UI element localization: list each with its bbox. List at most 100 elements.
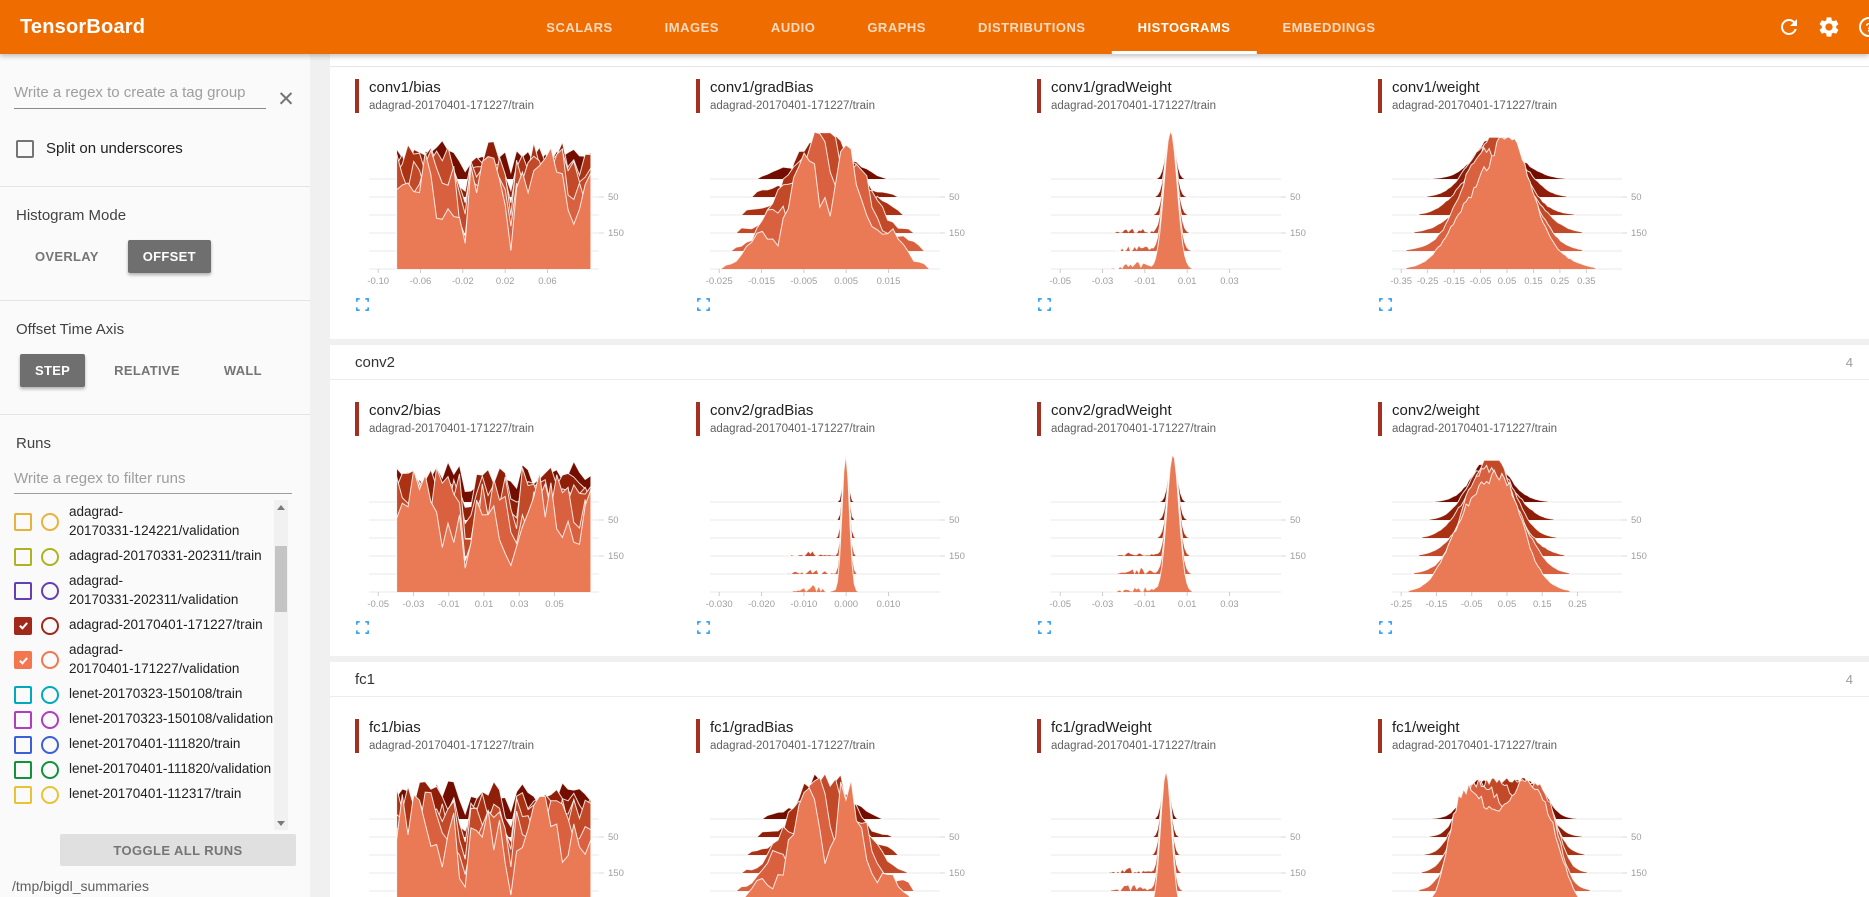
ridgeline-histogram-chart[interactable]: 50 150 -0.35 -0.25 -0.15 -0.05 0.05 0.15 0.25 0.3… bbox=[1378, 119, 1678, 295]
run-checkbox[interactable] bbox=[14, 710, 32, 729]
close-icon[interactable]: ✕ bbox=[277, 88, 295, 111]
expand-button[interactable] bbox=[696, 297, 712, 313]
run-color-radio[interactable] bbox=[41, 685, 59, 704]
expand-button[interactable] bbox=[1037, 620, 1053, 636]
run-color-radio[interactable] bbox=[41, 582, 59, 600]
split-underscores-row[interactable]: Split on underscores bbox=[16, 139, 310, 158]
tab-embeddings[interactable]: EMBEDDINGS bbox=[1282, 19, 1376, 35]
tag-group-section-fc1: fc1 4 fc1/bias adagrad-20170401-171227/trai… bbox=[330, 662, 1869, 897]
run-color-bar bbox=[696, 79, 700, 113]
tag-group-section-conv2: conv2 4 conv2/bias adagrad-20170401-171227/… bbox=[330, 345, 1869, 656]
section-header-fc1[interactable]: fc1 4 bbox=[330, 662, 1869, 697]
expand-button[interactable] bbox=[355, 620, 371, 636]
ridgeline-histogram-chart[interactable]: 50 150 bbox=[1378, 759, 1678, 897]
run-label: adagrad- 20170331-202311/validation bbox=[69, 573, 239, 607]
section-title: fc1 bbox=[355, 670, 376, 688]
ridgeline-histogram-chart[interactable]: 50 150 -0.025 -0.015 -0.005 0.005 0.015 bbox=[696, 119, 996, 295]
histogram-mode-options: OVERLAY OFFSET bbox=[20, 239, 310, 273]
run-checkbox[interactable] bbox=[14, 616, 32, 635]
run-label: adagrad-20170331-202311/train bbox=[69, 548, 262, 564]
section-header-conv2[interactable]: conv2 4 bbox=[330, 345, 1869, 380]
histogram-mode-overlay-button[interactable]: OVERLAY bbox=[35, 248, 99, 264]
expand-button[interactable] bbox=[355, 297, 371, 313]
run-checkbox[interactable] bbox=[14, 735, 32, 754]
cards-row: conv1/bias adagrad-20170401-171227/train 5… bbox=[330, 67, 1869, 339]
expand-button[interactable] bbox=[1037, 297, 1053, 313]
card-tag-title: conv1/gradWeight bbox=[1051, 79, 1172, 96]
card-header: conv2/bias adagrad-20170401-171227/train bbox=[355, 402, 681, 436]
histogram-mode-offset-button[interactable]: OFFSET bbox=[127, 239, 211, 273]
run-item[interactable]: lenet-20170323-150108/train bbox=[14, 682, 310, 707]
run-checkbox[interactable] bbox=[14, 651, 32, 669]
ridgeline-histogram-chart[interactable]: 50 150 -0.10 -0.06 -0.02 0.02 0.06 bbox=[355, 119, 655, 295]
svg-text:0.01: 0.01 bbox=[1178, 599, 1197, 610]
run-color-radio[interactable] bbox=[41, 710, 59, 729]
run-checkbox[interactable] bbox=[14, 547, 32, 566]
offset-time-axis-wall-button[interactable]: WALL bbox=[223, 362, 262, 378]
run-color-radio[interactable] bbox=[41, 760, 59, 779]
card-tag-title: conv2/gradBias bbox=[710, 402, 814, 419]
ridgeline-histogram-chart[interactable]: 50 150 -0.05 -0.03 -0.01 0.01 0.03 0.05 bbox=[355, 442, 655, 618]
run-label: adagrad- 20170401-171227/validation bbox=[69, 642, 240, 676]
run-color-radio[interactable] bbox=[41, 513, 59, 531]
runs-scrollbar[interactable] bbox=[274, 500, 288, 830]
tab-images[interactable]: IMAGES bbox=[664, 19, 719, 35]
run-item[interactable]: lenet-20170401-111820/train bbox=[14, 732, 310, 757]
run-item[interactable]: lenet-20170323-150108/validation bbox=[14, 707, 310, 732]
run-color-radio[interactable] bbox=[41, 651, 59, 669]
run-checkbox[interactable] bbox=[14, 513, 32, 531]
cards-row: conv2/bias adagrad-20170401-171227/train 5… bbox=[330, 380, 1869, 656]
run-item[interactable]: adagrad- 20170331-202311/validation bbox=[14, 569, 310, 613]
run-color-radio[interactable] bbox=[41, 785, 59, 804]
tab-histograms[interactable]: HISTOGRAMS bbox=[1111, 0, 1257, 54]
run-item[interactable]: adagrad-20170401-171227/train bbox=[14, 613, 310, 638]
run-item[interactable]: adagrad- 20170331-124221/validation bbox=[14, 500, 310, 544]
scroll-up-icon[interactable] bbox=[274, 500, 288, 514]
tag-filter-input[interactable] bbox=[14, 80, 266, 109]
card-tag-title: fc1/bias bbox=[369, 719, 421, 736]
expand-button[interactable] bbox=[696, 620, 712, 636]
offset-time-axis-relative-button[interactable]: RELATIVE bbox=[114, 362, 180, 378]
run-item[interactable]: adagrad- 20170401-171227/validation bbox=[14, 638, 310, 682]
refresh-icon[interactable] bbox=[1777, 15, 1801, 39]
run-color-radio[interactable] bbox=[41, 735, 59, 754]
ridgeline-histogram-chart[interactable]: 50 150 bbox=[355, 759, 655, 897]
svg-text:-0.25: -0.25 bbox=[1417, 276, 1439, 287]
ridgeline-histogram-chart[interactable]: 50 150 bbox=[1037, 759, 1337, 897]
scroll-down-icon[interactable] bbox=[274, 816, 288, 830]
svg-text:0.35: 0.35 bbox=[1577, 276, 1596, 287]
tab-scalars[interactable]: SCALARS bbox=[546, 19, 613, 35]
help-icon[interactable]: ? bbox=[1857, 15, 1869, 39]
tab-distributions[interactable]: DISTRIBUTIONS bbox=[977, 19, 1086, 35]
expand-button[interactable] bbox=[1378, 620, 1394, 636]
svg-text:-0.020: -0.020 bbox=[748, 599, 775, 610]
svg-text:150: 150 bbox=[1631, 228, 1647, 239]
ridgeline-histogram-chart[interactable]: 50 150 -0.05 -0.03 -0.01 0.01 0.03 bbox=[1037, 119, 1337, 295]
run-item[interactable]: adagrad-20170331-202311/train bbox=[14, 544, 310, 569]
toggle-all-runs-button[interactable]: TOGGLE ALL RUNS bbox=[60, 834, 296, 866]
ridgeline-histogram-chart[interactable]: 50 150 bbox=[696, 759, 996, 897]
run-checkbox[interactable] bbox=[14, 785, 32, 804]
run-checkbox[interactable] bbox=[14, 685, 32, 704]
main-content: conv1/bias adagrad-20170401-171227/train 5… bbox=[330, 54, 1869, 897]
card-tag-title: conv2/gradWeight bbox=[1051, 402, 1172, 419]
gear-icon[interactable] bbox=[1817, 15, 1841, 39]
run-color-radio[interactable] bbox=[41, 616, 59, 635]
offset-time-axis-step-button[interactable]: STEP bbox=[20, 353, 86, 387]
tab-audio[interactable]: AUDIO bbox=[770, 19, 816, 35]
run-checkbox[interactable] bbox=[14, 582, 32, 600]
split-underscores-checkbox[interactable] bbox=[16, 139, 34, 158]
expand-icon bbox=[1379, 621, 1392, 634]
expand-button[interactable] bbox=[1378, 297, 1394, 313]
runs-filter-input[interactable] bbox=[14, 466, 292, 494]
ridgeline-histogram-chart[interactable]: 50 150 -0.05 -0.03 -0.01 0.01 0.03 bbox=[1037, 442, 1337, 618]
svg-text:-0.05: -0.05 bbox=[1049, 599, 1071, 610]
scrollbar-thumb[interactable] bbox=[275, 546, 287, 612]
ridgeline-histogram-chart[interactable]: 50 150 -0.25 -0.15 -0.05 0.05 0.15 0.25 bbox=[1378, 442, 1678, 618]
tab-graphs[interactable]: GRAPHS bbox=[867, 19, 926, 35]
run-checkbox[interactable] bbox=[14, 760, 32, 779]
ridgeline-histogram-chart[interactable]: 50 150 -0.030 -0.020 -0.010 0.000 0.010 bbox=[696, 442, 996, 618]
run-item[interactable]: lenet-20170401-111820/validation bbox=[14, 757, 310, 782]
run-color-radio[interactable] bbox=[41, 547, 59, 566]
run-item[interactable]: lenet-20170401-112317/train bbox=[14, 782, 310, 807]
